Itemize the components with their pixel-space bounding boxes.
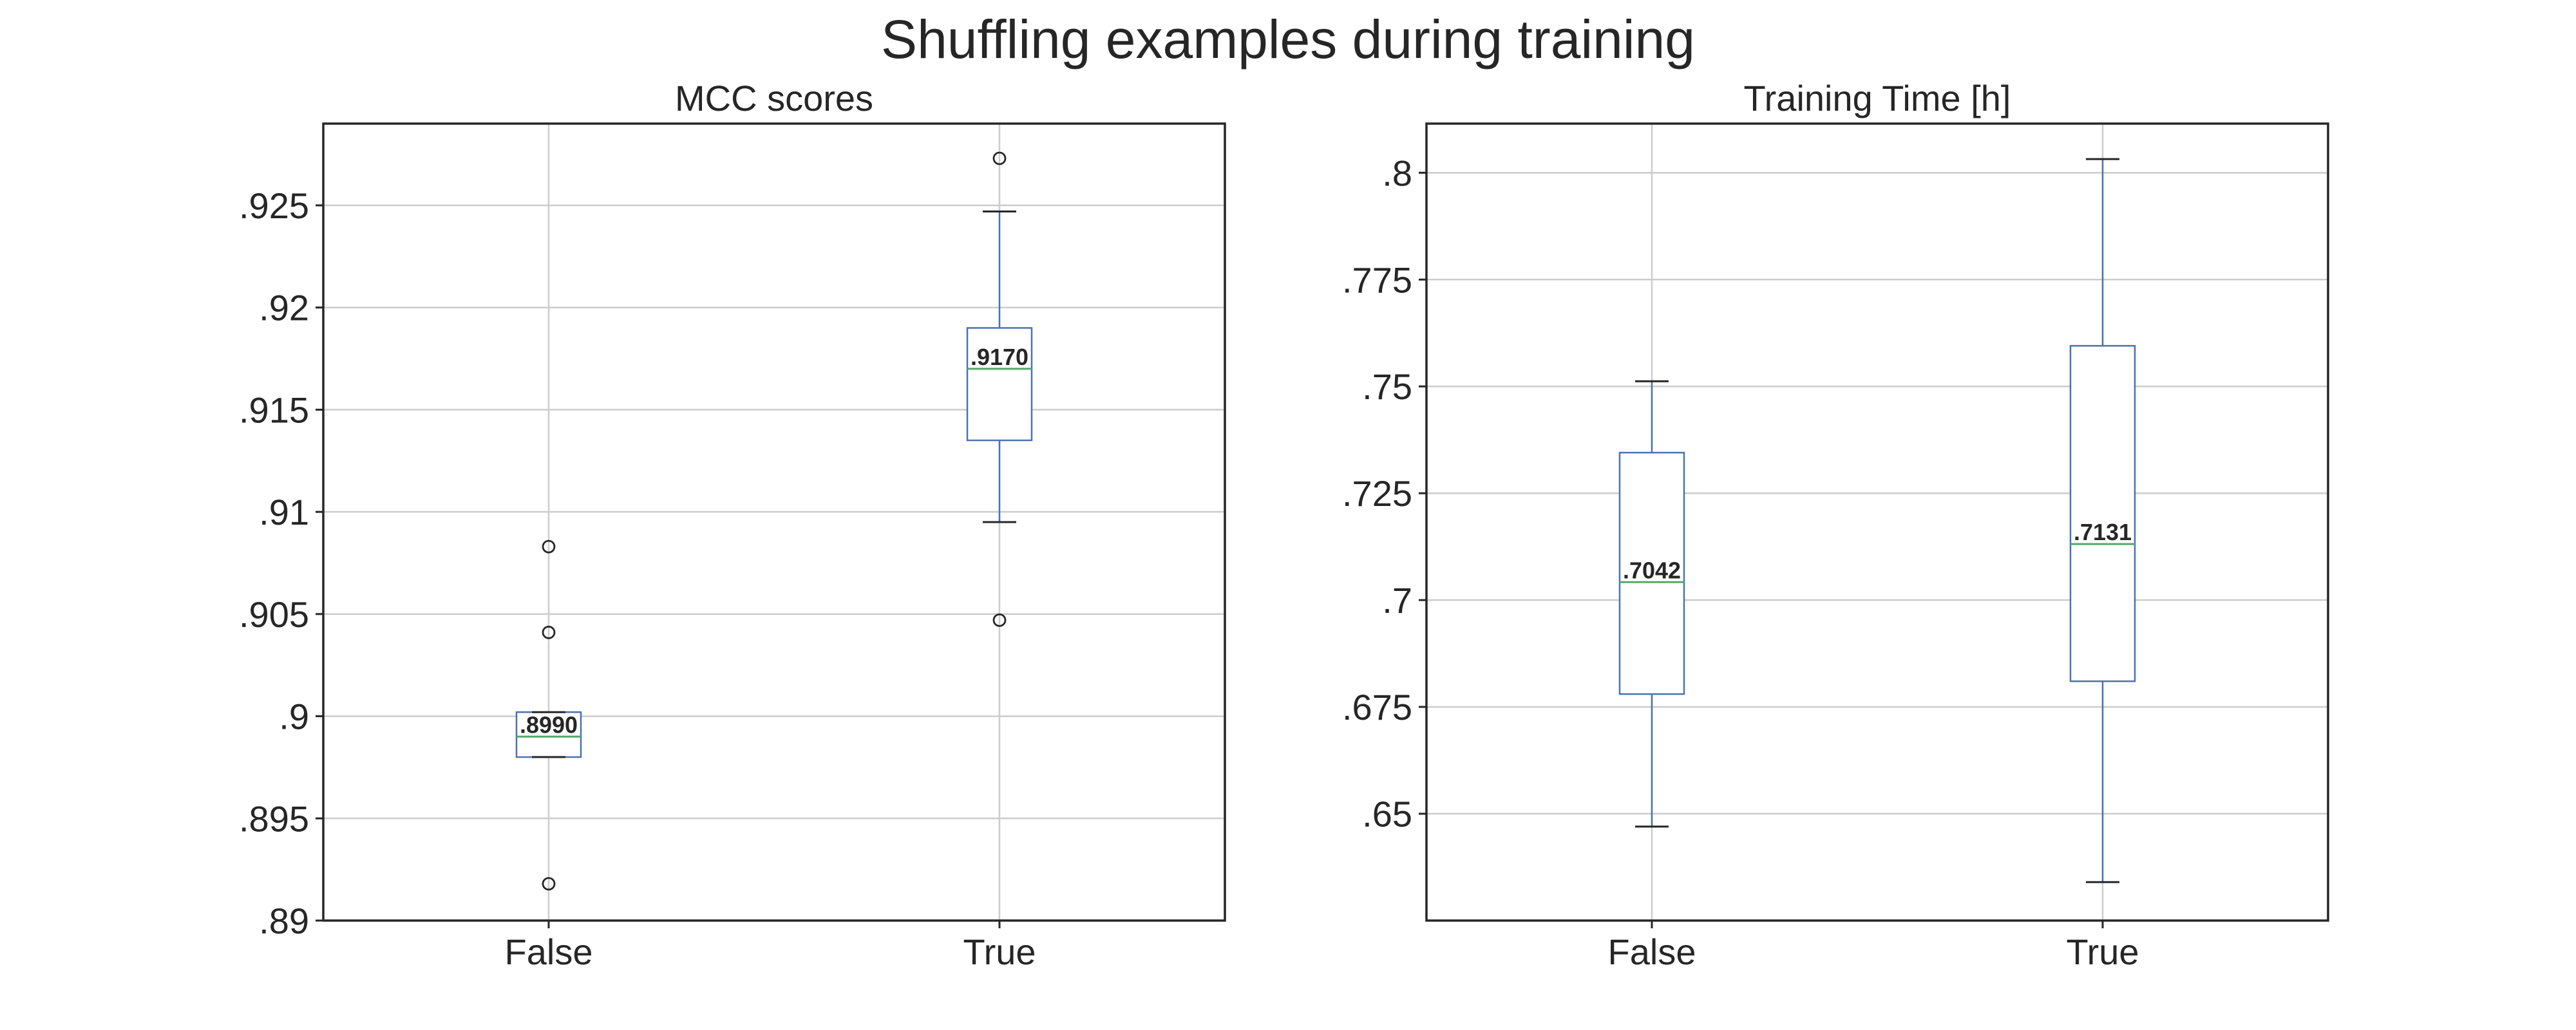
box-iqr [1618,451,1685,695]
y-tick-label: .92 [259,288,309,328]
axes-frame [1425,122,2329,922]
y-tick-label: .725 [1342,473,1412,514]
box-iqr [966,327,1033,442]
y-tick-label: .905 [239,594,309,635]
y-tick-label: .915 [239,389,309,430]
y-tick-label: .75 [1362,366,1412,407]
outlier-point [542,626,556,639]
y-tick-label: .895 [239,798,309,839]
outlier-point [542,877,556,891]
x-tick-label: True [2066,932,2139,972]
y-tick-label: .7 [1382,580,1412,621]
median-label: .7042 [1623,557,1681,583]
figure-suptitle: Shuffling examples during training [881,9,1695,70]
panel-mcc-scores: MCC scores .89 .895 .9 .905 .91 .915 .92 .925 Fa… [239,78,1226,972]
x-tick-label: True [963,932,1036,972]
median-label: .7131 [2074,519,2132,545]
panel-title: MCC scores [675,78,873,118]
y-tick-label: .9 [279,697,309,737]
box-iqr [2069,344,2136,682]
x-tick-label: False [1608,932,1696,972]
y-tick-label: .8 [1382,153,1412,193]
median-label: .9170 [971,344,1028,370]
median-label: .8990 [520,711,578,738]
outlier-point [992,613,1007,627]
x-tick-label: False [505,932,593,972]
axes-frame [322,122,1226,922]
panel-training-time: Training Time [h] .65 .675 .7 .725 .75 .775 .8… [1342,78,2329,972]
y-tick-label: .775 [1342,259,1412,300]
y-tick-label: .65 [1362,794,1412,834]
outlier-point [992,151,1007,165]
y-tick-label: .91 [259,492,309,532]
y-tick-label: .675 [1342,687,1412,727]
y-tick-label: .925 [239,185,309,226]
y-tick-label: .89 [259,901,309,941]
panel-title: Training Time [h] [1744,78,2011,118]
outlier-point [542,539,556,554]
